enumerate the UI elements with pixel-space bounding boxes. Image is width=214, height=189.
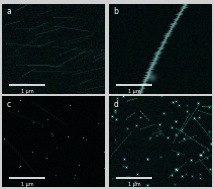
Text: c: c — [6, 100, 10, 109]
Text: d: d — [113, 100, 118, 109]
Text: 1 μm: 1 μm — [21, 182, 34, 187]
Text: 1 μm: 1 μm — [21, 89, 34, 94]
Text: b: b — [113, 7, 118, 16]
Text: 1 μm: 1 μm — [128, 89, 141, 94]
Text: a: a — [6, 7, 11, 16]
Text: 1 μm: 1 μm — [128, 182, 141, 187]
